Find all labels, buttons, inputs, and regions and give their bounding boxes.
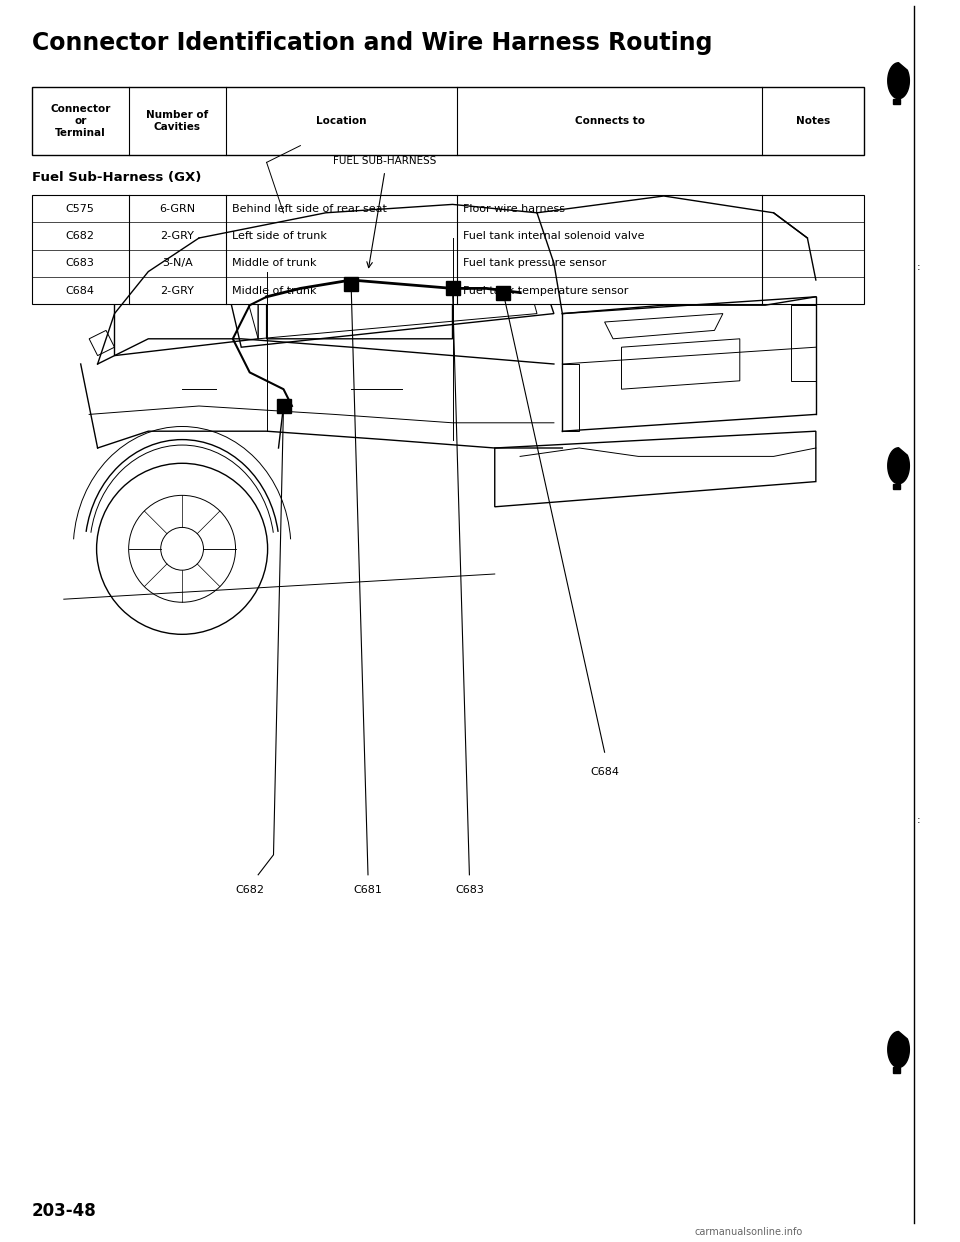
Polygon shape — [893, 98, 900, 104]
Text: FUEL SUB-HARNESS: FUEL SUB-HARNESS — [333, 155, 437, 165]
Polygon shape — [888, 63, 909, 98]
Text: Location: Location — [316, 116, 367, 127]
Text: Fuel tank temperature sensor: Fuel tank temperature sensor — [463, 286, 629, 296]
Text: Notes: Notes — [796, 116, 830, 127]
Text: C684: C684 — [65, 286, 95, 296]
Polygon shape — [893, 1067, 900, 1073]
Text: Middle of trunk: Middle of trunk — [232, 258, 317, 268]
Text: Fuel tank internal solenoid valve: Fuel tank internal solenoid valve — [463, 231, 644, 241]
Text: 6-GRN: 6-GRN — [159, 204, 196, 214]
Bar — [32, 87, 864, 155]
Text: C575: C575 — [66, 204, 95, 214]
Text: 2-GRY: 2-GRY — [160, 231, 194, 241]
Text: :: : — [917, 262, 921, 272]
Text: 2-GRY: 2-GRY — [160, 286, 194, 296]
Text: Fuel Sub-Harness (GX): Fuel Sub-Harness (GX) — [32, 171, 201, 184]
Text: Fuel tank pressure sensor: Fuel tank pressure sensor — [463, 258, 607, 268]
Text: Left side of trunk: Left side of trunk — [232, 231, 326, 241]
Bar — [445, 282, 460, 296]
Text: Number of
Cavities: Number of Cavities — [146, 111, 208, 132]
Polygon shape — [888, 1032, 909, 1067]
Polygon shape — [888, 448, 909, 483]
Text: C683: C683 — [455, 884, 484, 894]
Text: :: : — [917, 815, 921, 825]
Text: 203-48: 203-48 — [32, 1202, 96, 1220]
Text: C683: C683 — [66, 258, 95, 268]
Text: C681: C681 — [353, 884, 382, 894]
Text: C682: C682 — [235, 884, 264, 894]
Polygon shape — [893, 483, 900, 489]
Text: Behind left side of rear seat: Behind left side of rear seat — [232, 204, 387, 214]
Text: 3-N/A: 3-N/A — [162, 258, 193, 268]
Text: Connector Identification and Wire Harness Routing: Connector Identification and Wire Harnes… — [32, 31, 712, 55]
Bar — [496, 286, 510, 299]
Text: Connector
or
Terminal: Connector or Terminal — [50, 104, 110, 138]
Bar — [32, 195, 864, 304]
Bar — [344, 277, 358, 291]
Text: Middle of trunk: Middle of trunk — [232, 286, 317, 296]
Text: Floor wire harness: Floor wire harness — [463, 204, 565, 214]
Text: Connects to: Connects to — [575, 116, 645, 127]
Bar — [276, 399, 291, 414]
Text: C684: C684 — [590, 768, 619, 777]
Text: carmanualsonline.info: carmanualsonline.info — [695, 1227, 803, 1237]
Text: C682: C682 — [65, 231, 95, 241]
